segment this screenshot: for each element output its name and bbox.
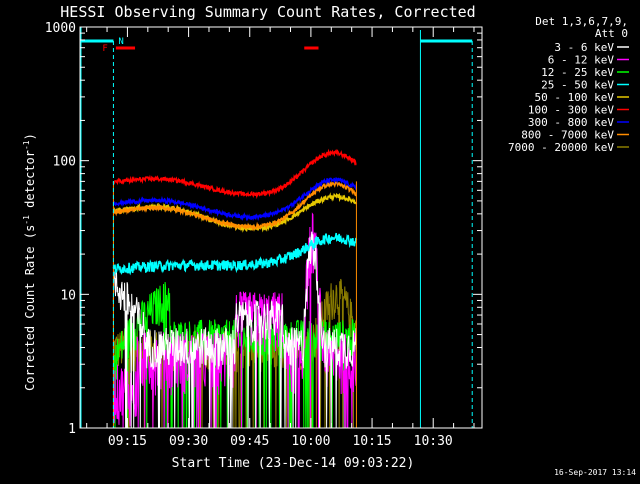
plot-frame (79, 26, 483, 429)
y-axis-label-sup1: -1 (22, 215, 31, 225)
axes-layer: 1 10 100 1000 09:15 09:30 09:45 10:00 10:15 10:30 (45, 21, 483, 449)
y-tick-label: 100 (53, 155, 76, 170)
x-tick-label: 10:30 (414, 434, 453, 449)
x-tick-label: 10:15 (352, 434, 391, 449)
legend-header-line: Att 0 (595, 27, 628, 40)
footer-timestamp: 16-Sep-2017 13:14 (554, 468, 636, 477)
legend-entry-label: 50 - 100 keV (535, 91, 615, 104)
y-tick-label: 1 (68, 422, 76, 437)
legend-entry-label: 800 - 7000 keV (521, 129, 614, 142)
legend-entry-label: 7000 - 20000 keV (508, 141, 614, 154)
y-axis-label-end: ) (23, 133, 37, 140)
y-tick-label: 10 (60, 288, 76, 303)
y-tick-label: 1000 (45, 21, 76, 36)
series-line-100-300kev (112, 148, 357, 200)
chart-title: HESSI Observing Summary Count Rates, Cor… (60, 3, 475, 21)
night-label: N (118, 37, 123, 47)
x-tick-label: 09:45 (230, 434, 269, 449)
legend-entry-label: 25 - 50 keV (541, 79, 614, 92)
legend-entry-label: 300 - 800 keV (528, 116, 614, 129)
legend-entry-label: 3 - 6 keV (554, 41, 614, 54)
y-axis-label-sup2: -1 (22, 140, 31, 150)
x-tick-label: 10:00 (291, 434, 330, 449)
annotation-layer: NF (80, 27, 473, 428)
y-axis-label-mid: detector (23, 150, 37, 215)
legend-entry-label: 6 - 12 keV (548, 54, 615, 67)
y-axis-label-main: Corrected Count Rate (s (23, 225, 37, 391)
x-tick-label: 09:15 (108, 434, 147, 449)
series-line-800-7000kev (112, 180, 357, 232)
x-tick-label: 09:30 (169, 434, 208, 449)
flare-label: F (102, 44, 107, 54)
x-axis-label: Start Time (23-Dec-14 09:03:22) (172, 456, 415, 471)
y-axis-label: Corrected Count Rate (s-1 detector-1) (22, 133, 37, 391)
legend-entry-label: 12 - 25 keV (541, 66, 614, 79)
series-line-300-800kev (112, 177, 357, 222)
legend-header-line: Det 1,3,6,7,9, (535, 15, 628, 28)
series-traces (112, 148, 358, 429)
legend-entry-label: 100 - 300 keV (528, 104, 614, 117)
series-line-25-50kev (112, 232, 358, 276)
